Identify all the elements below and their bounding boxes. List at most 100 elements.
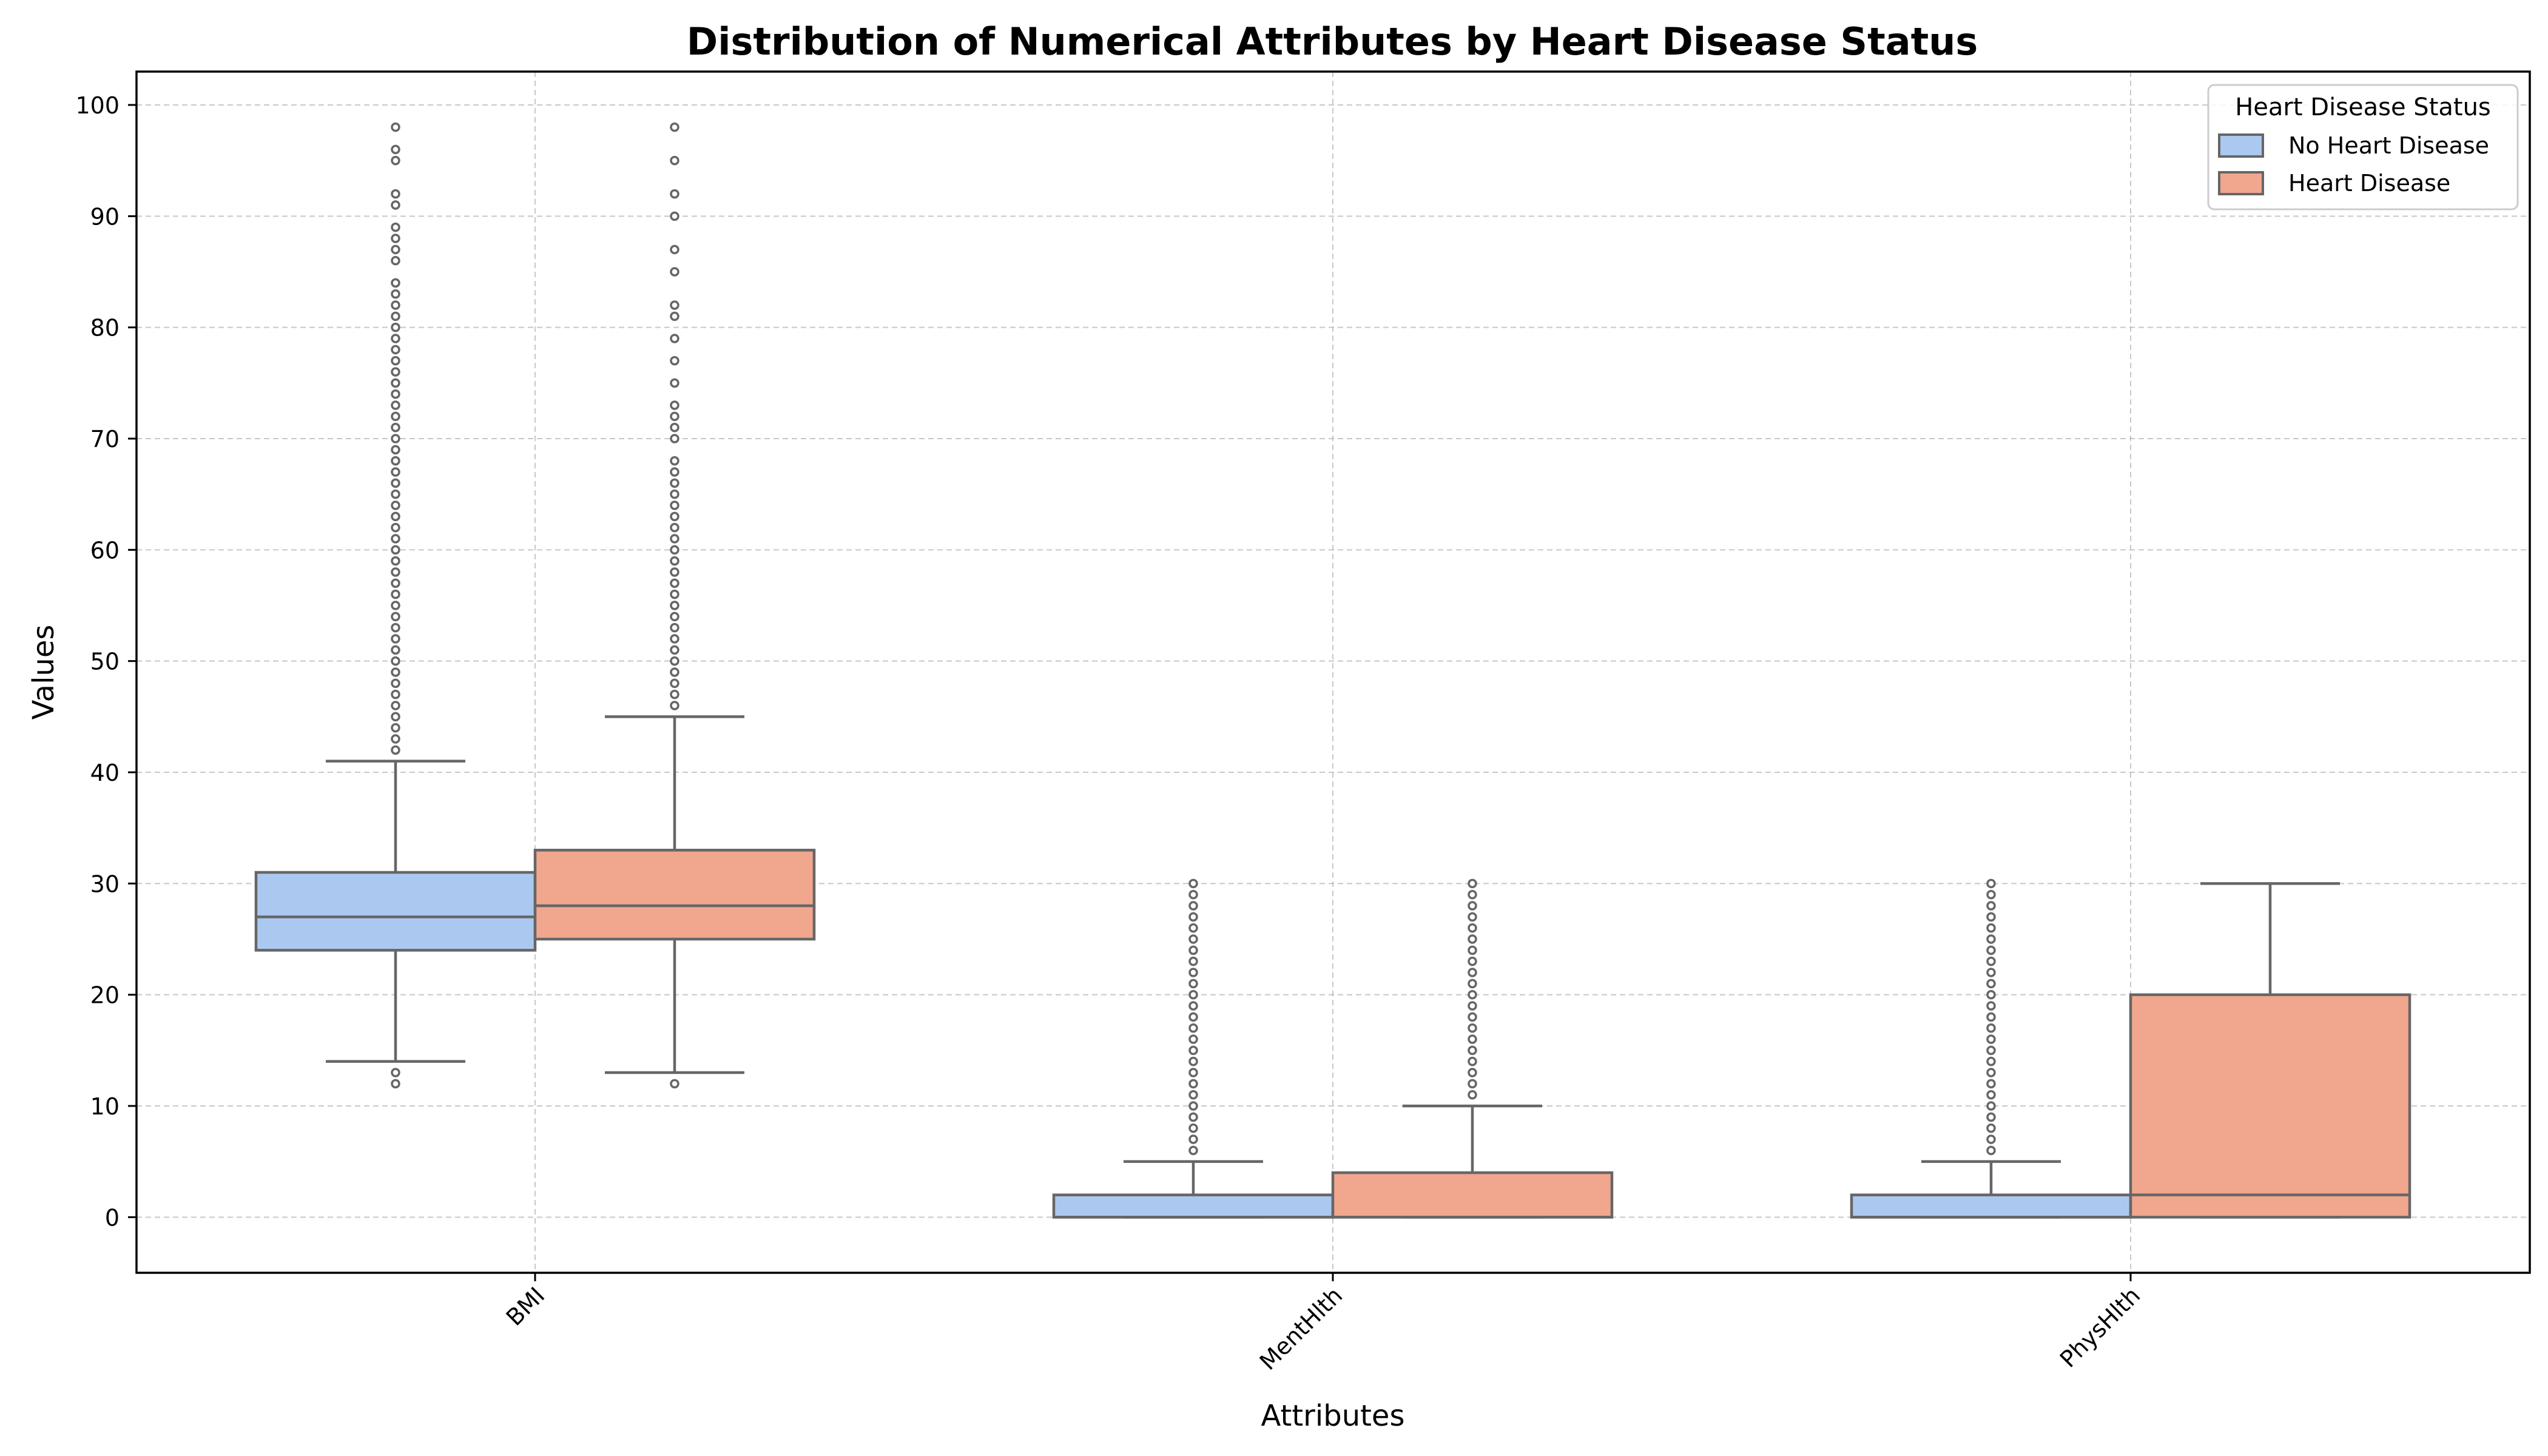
outlier-point <box>670 311 679 322</box>
outlier-point <box>1986 1145 1996 1156</box>
outlier-point <box>391 745 400 755</box>
outlier-point <box>670 589 679 599</box>
box-group <box>1052 878 1335 1219</box>
outlier-point <box>1468 901 1477 911</box>
outlier-point <box>1986 1045 1996 1056</box>
outlier-point <box>391 234 400 243</box>
outlier-point <box>1468 934 1477 944</box>
outlier-point <box>391 389 400 399</box>
outlier-point <box>391 667 400 677</box>
legend-frame <box>2207 84 2519 211</box>
outlier-point <box>670 211 679 221</box>
outlier-point <box>1986 1023 1996 1033</box>
box <box>2129 993 2412 1219</box>
outlier-point <box>391 434 400 443</box>
chart-title: Distribution of Numerical Attributes by … <box>687 19 1978 64</box>
outlier-point <box>1468 1012 1477 1022</box>
legend-label: Heart Disease <box>2288 170 2450 197</box>
outlier-point <box>1986 1056 1996 1067</box>
outlier-point <box>1468 956 1477 966</box>
legend-swatch <box>2218 171 2264 195</box>
y-tick-label: 0 <box>105 1204 120 1231</box>
outlier-point <box>1188 1101 1198 1111</box>
outlier-point <box>1188 1068 1198 1077</box>
outlier-point <box>1986 923 1996 933</box>
outlier-point <box>1188 1134 1198 1144</box>
outlier-point <box>670 601 679 610</box>
outlier-point <box>1986 1090 1996 1100</box>
outlier-point <box>670 434 679 443</box>
outlier-point <box>1986 901 1996 911</box>
outlier-point <box>1468 968 1477 977</box>
outlier-point <box>670 1079 679 1089</box>
box <box>1850 1193 2132 1219</box>
outlier-point <box>670 356 679 366</box>
outlier-point <box>1188 1034 1198 1044</box>
outlier-point <box>670 489 679 499</box>
outlier-point <box>670 456 679 466</box>
y-axis-label: Values <box>27 625 61 720</box>
outlier-point <box>391 400 400 410</box>
outlier-point <box>391 411 400 422</box>
outlier-point <box>391 601 400 610</box>
outlier-point <box>670 556 679 566</box>
box-group <box>1331 878 1614 1219</box>
outlier-point <box>391 367 400 377</box>
outlier-point <box>391 334 400 343</box>
outlier-point <box>670 578 679 588</box>
outlier-point <box>391 634 400 644</box>
outlier-point <box>1986 1112 1996 1122</box>
legend-swatch <box>2218 133 2264 158</box>
outlier-point <box>391 589 400 599</box>
outlier-point <box>1188 923 1198 933</box>
outlier-point <box>1986 912 1996 922</box>
outlier-point <box>391 278 400 288</box>
outlier-point <box>670 634 679 644</box>
outlier-point <box>670 189 679 199</box>
box-group <box>254 122 537 1089</box>
outlier-point <box>670 678 679 689</box>
box-group <box>1850 878 2132 1219</box>
outlier-point <box>670 467 679 477</box>
outlier-point <box>670 545 679 555</box>
outlier-point <box>391 144 400 155</box>
legend-label: No Heart Disease <box>2288 132 2489 159</box>
outlier-point <box>391 478 400 488</box>
outlier-point <box>1468 979 1477 989</box>
outlier-point <box>670 422 679 433</box>
outlier-point <box>670 300 679 310</box>
outlier-point <box>1986 1134 1996 1144</box>
outlier-point <box>391 422 400 433</box>
outlier-point <box>1468 1023 1477 1033</box>
outlier-point <box>1986 979 1996 989</box>
outlier-point <box>670 500 679 510</box>
outlier-point <box>391 645 400 655</box>
outlier-point <box>391 255 400 266</box>
outlier-point <box>1188 1045 1198 1056</box>
outlier-point <box>391 723 400 733</box>
outlier-point <box>670 244 679 255</box>
y-tick-label: 70 <box>90 426 120 453</box>
outlier-point <box>1188 1112 1198 1122</box>
outlier-point <box>391 289 400 299</box>
outlier-point <box>1188 1023 1198 1033</box>
outlier-point <box>391 322 400 332</box>
outlier-point <box>1468 1034 1477 1044</box>
box-group <box>533 122 816 1089</box>
outlier-point <box>1468 1090 1477 1100</box>
outlier-point <box>1986 945 1996 956</box>
outlier-point <box>391 189 400 199</box>
box-group <box>2129 882 2412 1219</box>
y-tick-label: 90 <box>90 203 120 230</box>
outlier-point <box>1468 1079 1477 1089</box>
outlier-point <box>670 622 679 633</box>
outlier-point <box>391 311 400 322</box>
outlier-point <box>670 656 679 666</box>
outlier-point <box>1468 889 1477 900</box>
outlier-point <box>391 356 400 366</box>
outlier-point <box>670 534 679 544</box>
outlier-point <box>670 645 679 655</box>
outlier-point <box>670 522 679 533</box>
outlier-point <box>391 689 400 699</box>
outlier-point <box>391 200 400 210</box>
